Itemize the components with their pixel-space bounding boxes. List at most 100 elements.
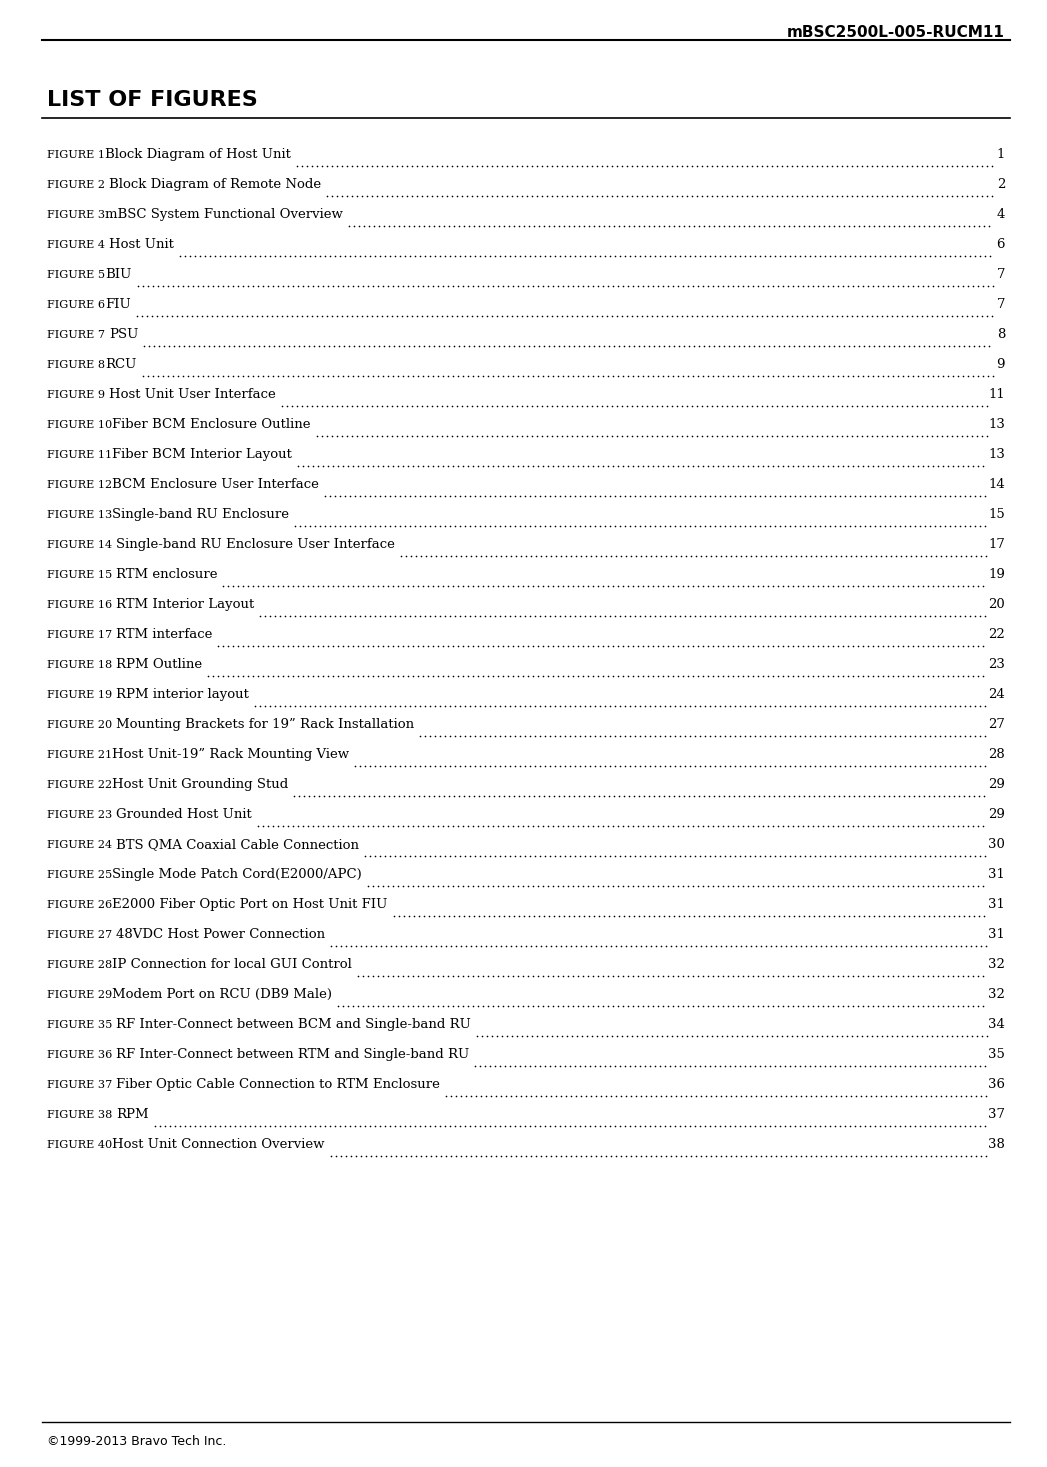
Text: 48VDC Host Power Connection: 48VDC Host Power Connection bbox=[116, 929, 325, 940]
Text: Single Mode Patch Cord(E2000/APC): Single Mode Patch Cord(E2000/APC) bbox=[112, 868, 362, 882]
Text: FIGURE 18: FIGURE 18 bbox=[47, 660, 116, 670]
Text: Modem Port on RCU (DB9 Male): Modem Port on RCU (DB9 Male) bbox=[112, 987, 332, 1000]
Text: 6: 6 bbox=[997, 238, 1005, 251]
Text: 2: 2 bbox=[997, 178, 1005, 191]
Text: 22: 22 bbox=[988, 628, 1005, 641]
Text: 7: 7 bbox=[997, 298, 1005, 311]
Text: ©1999-2013 Bravo Tech Inc.: ©1999-2013 Bravo Tech Inc. bbox=[47, 1435, 226, 1448]
Text: RPM: RPM bbox=[116, 1108, 149, 1121]
Text: FIGURE 21: FIGURE 21 bbox=[47, 750, 112, 760]
Text: 28: 28 bbox=[988, 748, 1005, 761]
Text: FIGURE 13: FIGURE 13 bbox=[47, 511, 112, 519]
Text: Mounting Brackets for 19” Rack Installation: Mounting Brackets for 19” Rack Installat… bbox=[116, 717, 414, 731]
Text: 34: 34 bbox=[988, 1018, 1005, 1031]
Text: FIGURE 16: FIGURE 16 bbox=[47, 600, 116, 610]
Text: 36: 36 bbox=[988, 1078, 1005, 1091]
Text: FIGURE 25: FIGURE 25 bbox=[47, 870, 112, 880]
Text: FIGURE 10: FIGURE 10 bbox=[47, 420, 112, 430]
Text: RTM enclosure: RTM enclosure bbox=[116, 568, 218, 581]
Text: FIGURE 24: FIGURE 24 bbox=[47, 841, 116, 849]
Text: 13: 13 bbox=[988, 418, 1005, 431]
Text: FIGURE 20: FIGURE 20 bbox=[47, 720, 116, 731]
Text: BCM Enclosure User Interface: BCM Enclosure User Interface bbox=[112, 478, 319, 491]
Text: E2000 Fiber Optic Port on Host Unit FIU: E2000 Fiber Optic Port on Host Unit FIU bbox=[112, 898, 387, 911]
Text: RPM interior layout: RPM interior layout bbox=[116, 688, 249, 701]
Text: FIGURE 28: FIGURE 28 bbox=[47, 959, 112, 970]
Text: LIST OF FIGURES: LIST OF FIGURES bbox=[47, 89, 258, 110]
Text: 35: 35 bbox=[988, 1047, 1005, 1061]
Text: FIGURE 12: FIGURE 12 bbox=[47, 480, 112, 490]
Text: RCU: RCU bbox=[105, 358, 136, 371]
Text: Host Unit-19” Rack Mounting View: Host Unit-19” Rack Mounting View bbox=[112, 748, 350, 761]
Text: FIGURE 35: FIGURE 35 bbox=[47, 1020, 116, 1030]
Text: PSU: PSU bbox=[109, 329, 138, 340]
Text: FIGURE 14: FIGURE 14 bbox=[47, 540, 116, 550]
Text: BTS QMA Coaxial Cable Connection: BTS QMA Coaxial Cable Connection bbox=[116, 838, 359, 851]
Text: RTM Interior Layout: RTM Interior Layout bbox=[116, 599, 254, 610]
Text: Host Unit Connection Overview: Host Unit Connection Overview bbox=[112, 1138, 325, 1152]
Text: 29: 29 bbox=[988, 808, 1005, 822]
Text: FIGURE 4: FIGURE 4 bbox=[47, 241, 109, 249]
Text: FIGURE 17: FIGURE 17 bbox=[47, 629, 116, 640]
Text: IP Connection for local GUI Control: IP Connection for local GUI Control bbox=[112, 958, 352, 971]
Text: FIGURE 22: FIGURE 22 bbox=[47, 780, 112, 791]
Text: 31: 31 bbox=[988, 929, 1005, 940]
Text: Host Unit Grounding Stud: Host Unit Grounding Stud bbox=[112, 778, 288, 791]
Text: FIGURE 19: FIGURE 19 bbox=[47, 689, 116, 700]
Text: 29: 29 bbox=[988, 778, 1005, 791]
Text: 30: 30 bbox=[988, 838, 1005, 851]
Text: Block Diagram of Host Unit: Block Diagram of Host Unit bbox=[105, 148, 291, 161]
Text: Single-band RU Enclosure User Interface: Single-band RU Enclosure User Interface bbox=[116, 538, 395, 552]
Text: RTM interface: RTM interface bbox=[116, 628, 213, 641]
Text: 14: 14 bbox=[988, 478, 1005, 491]
Text: 11: 11 bbox=[988, 387, 1005, 400]
Text: 38: 38 bbox=[988, 1138, 1005, 1152]
Text: 8: 8 bbox=[997, 329, 1005, 340]
Text: FIGURE 6: FIGURE 6 bbox=[47, 299, 105, 310]
Text: FIGURE 8: FIGURE 8 bbox=[47, 359, 105, 370]
Text: RPM Outline: RPM Outline bbox=[116, 659, 202, 670]
Text: 1: 1 bbox=[997, 148, 1005, 161]
Text: 7: 7 bbox=[997, 268, 1005, 282]
Text: RF Inter-Connect between BCM and Single-band RU: RF Inter-Connect between BCM and Single-… bbox=[116, 1018, 471, 1031]
Text: FIGURE 15: FIGURE 15 bbox=[47, 571, 116, 579]
Text: FIGURE 9: FIGURE 9 bbox=[47, 390, 109, 400]
Text: FIGURE 5: FIGURE 5 bbox=[47, 270, 105, 280]
Text: FIGURE 36: FIGURE 36 bbox=[47, 1050, 116, 1061]
Text: FIGURE 1: FIGURE 1 bbox=[47, 150, 105, 160]
Text: 13: 13 bbox=[988, 447, 1005, 461]
Text: FIGURE 2: FIGURE 2 bbox=[47, 180, 109, 191]
Text: Fiber BCM Interior Layout: Fiber BCM Interior Layout bbox=[112, 447, 292, 461]
Text: 24: 24 bbox=[988, 688, 1005, 701]
Text: 17: 17 bbox=[988, 538, 1005, 552]
Text: FIGURE 27: FIGURE 27 bbox=[47, 930, 116, 940]
Text: 31: 31 bbox=[988, 868, 1005, 882]
Text: FIGURE 11: FIGURE 11 bbox=[47, 450, 112, 461]
Text: mBSC2500L-005-RUCM11: mBSC2500L-005-RUCM11 bbox=[787, 25, 1005, 40]
Text: FIGURE 3: FIGURE 3 bbox=[47, 210, 105, 220]
Text: FIU: FIU bbox=[105, 298, 131, 311]
Text: 27: 27 bbox=[988, 717, 1005, 731]
Text: Fiber Optic Cable Connection to RTM Enclosure: Fiber Optic Cable Connection to RTM Encl… bbox=[116, 1078, 440, 1091]
Text: 23: 23 bbox=[988, 659, 1005, 670]
Text: 15: 15 bbox=[988, 508, 1005, 521]
Text: FIGURE 23: FIGURE 23 bbox=[47, 810, 116, 820]
Text: Single-band RU Enclosure: Single-band RU Enclosure bbox=[112, 508, 289, 521]
Text: Grounded Host Unit: Grounded Host Unit bbox=[116, 808, 251, 822]
Text: 20: 20 bbox=[988, 599, 1005, 610]
Text: 4: 4 bbox=[997, 208, 1005, 222]
Text: FIGURE 37: FIGURE 37 bbox=[47, 1080, 116, 1090]
Text: FIGURE 40: FIGURE 40 bbox=[47, 1140, 112, 1150]
Text: 32: 32 bbox=[988, 987, 1005, 1000]
Text: Host Unit: Host Unit bbox=[109, 238, 174, 251]
Text: mBSC System Functional Overview: mBSC System Functional Overview bbox=[105, 208, 343, 222]
Text: 19: 19 bbox=[988, 568, 1005, 581]
Text: FIGURE 38: FIGURE 38 bbox=[47, 1111, 116, 1119]
Text: FIGURE 29: FIGURE 29 bbox=[47, 990, 112, 1000]
Text: Host Unit User Interface: Host Unit User Interface bbox=[109, 387, 275, 400]
Text: 31: 31 bbox=[988, 898, 1005, 911]
Text: Fiber BCM Enclosure Outline: Fiber BCM Enclosure Outline bbox=[112, 418, 311, 431]
Text: BIU: BIU bbox=[105, 268, 132, 282]
Text: FIGURE 7: FIGURE 7 bbox=[47, 330, 109, 340]
Text: FIGURE 26: FIGURE 26 bbox=[47, 899, 112, 910]
